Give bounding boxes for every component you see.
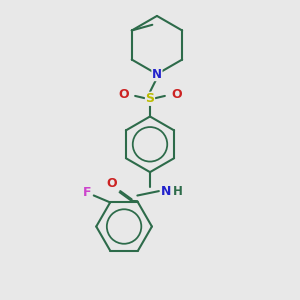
Text: O: O — [171, 88, 182, 101]
Text: N: N — [160, 184, 171, 198]
Text: H: H — [173, 184, 183, 198]
Text: N: N — [152, 68, 162, 81]
Text: S: S — [146, 92, 154, 105]
Text: O: O — [118, 88, 129, 101]
Text: O: O — [106, 177, 117, 190]
Text: F: F — [83, 186, 92, 199]
